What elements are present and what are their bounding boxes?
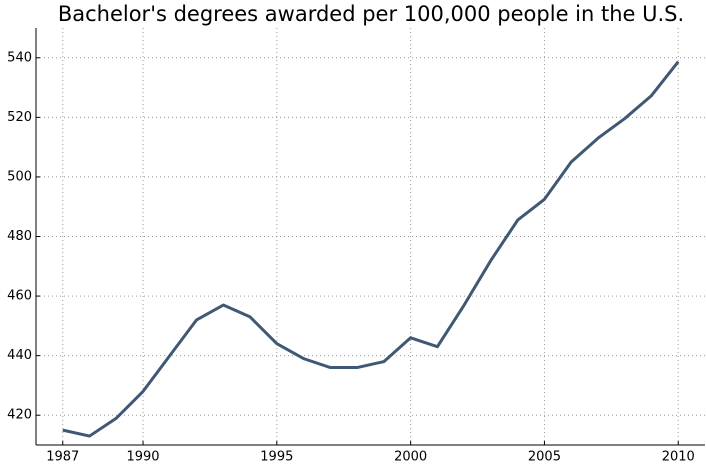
x-tick-label: 2010 — [662, 450, 695, 465]
x-tick-label: 2000 — [394, 450, 427, 465]
x-tick-label: 1990 — [126, 450, 159, 465]
y-tick-label: 420 — [7, 408, 32, 423]
data-line — [62, 60, 680, 438]
x-tick-label: 1987 — [46, 450, 79, 465]
y-tick-label: 520 — [7, 110, 32, 125]
x-tick-label: 1995 — [260, 450, 293, 465]
y-tick-label: 480 — [7, 229, 32, 244]
y-tick-label: 440 — [7, 348, 32, 363]
x-tick-label: 2005 — [528, 450, 561, 465]
y-tick-label: 500 — [7, 169, 32, 184]
y-tick-label: 540 — [7, 50, 32, 65]
y-tick-label: 460 — [7, 289, 32, 304]
chart-title: Bachelor's degrees awarded per 100,000 p… — [58, 2, 684, 26]
